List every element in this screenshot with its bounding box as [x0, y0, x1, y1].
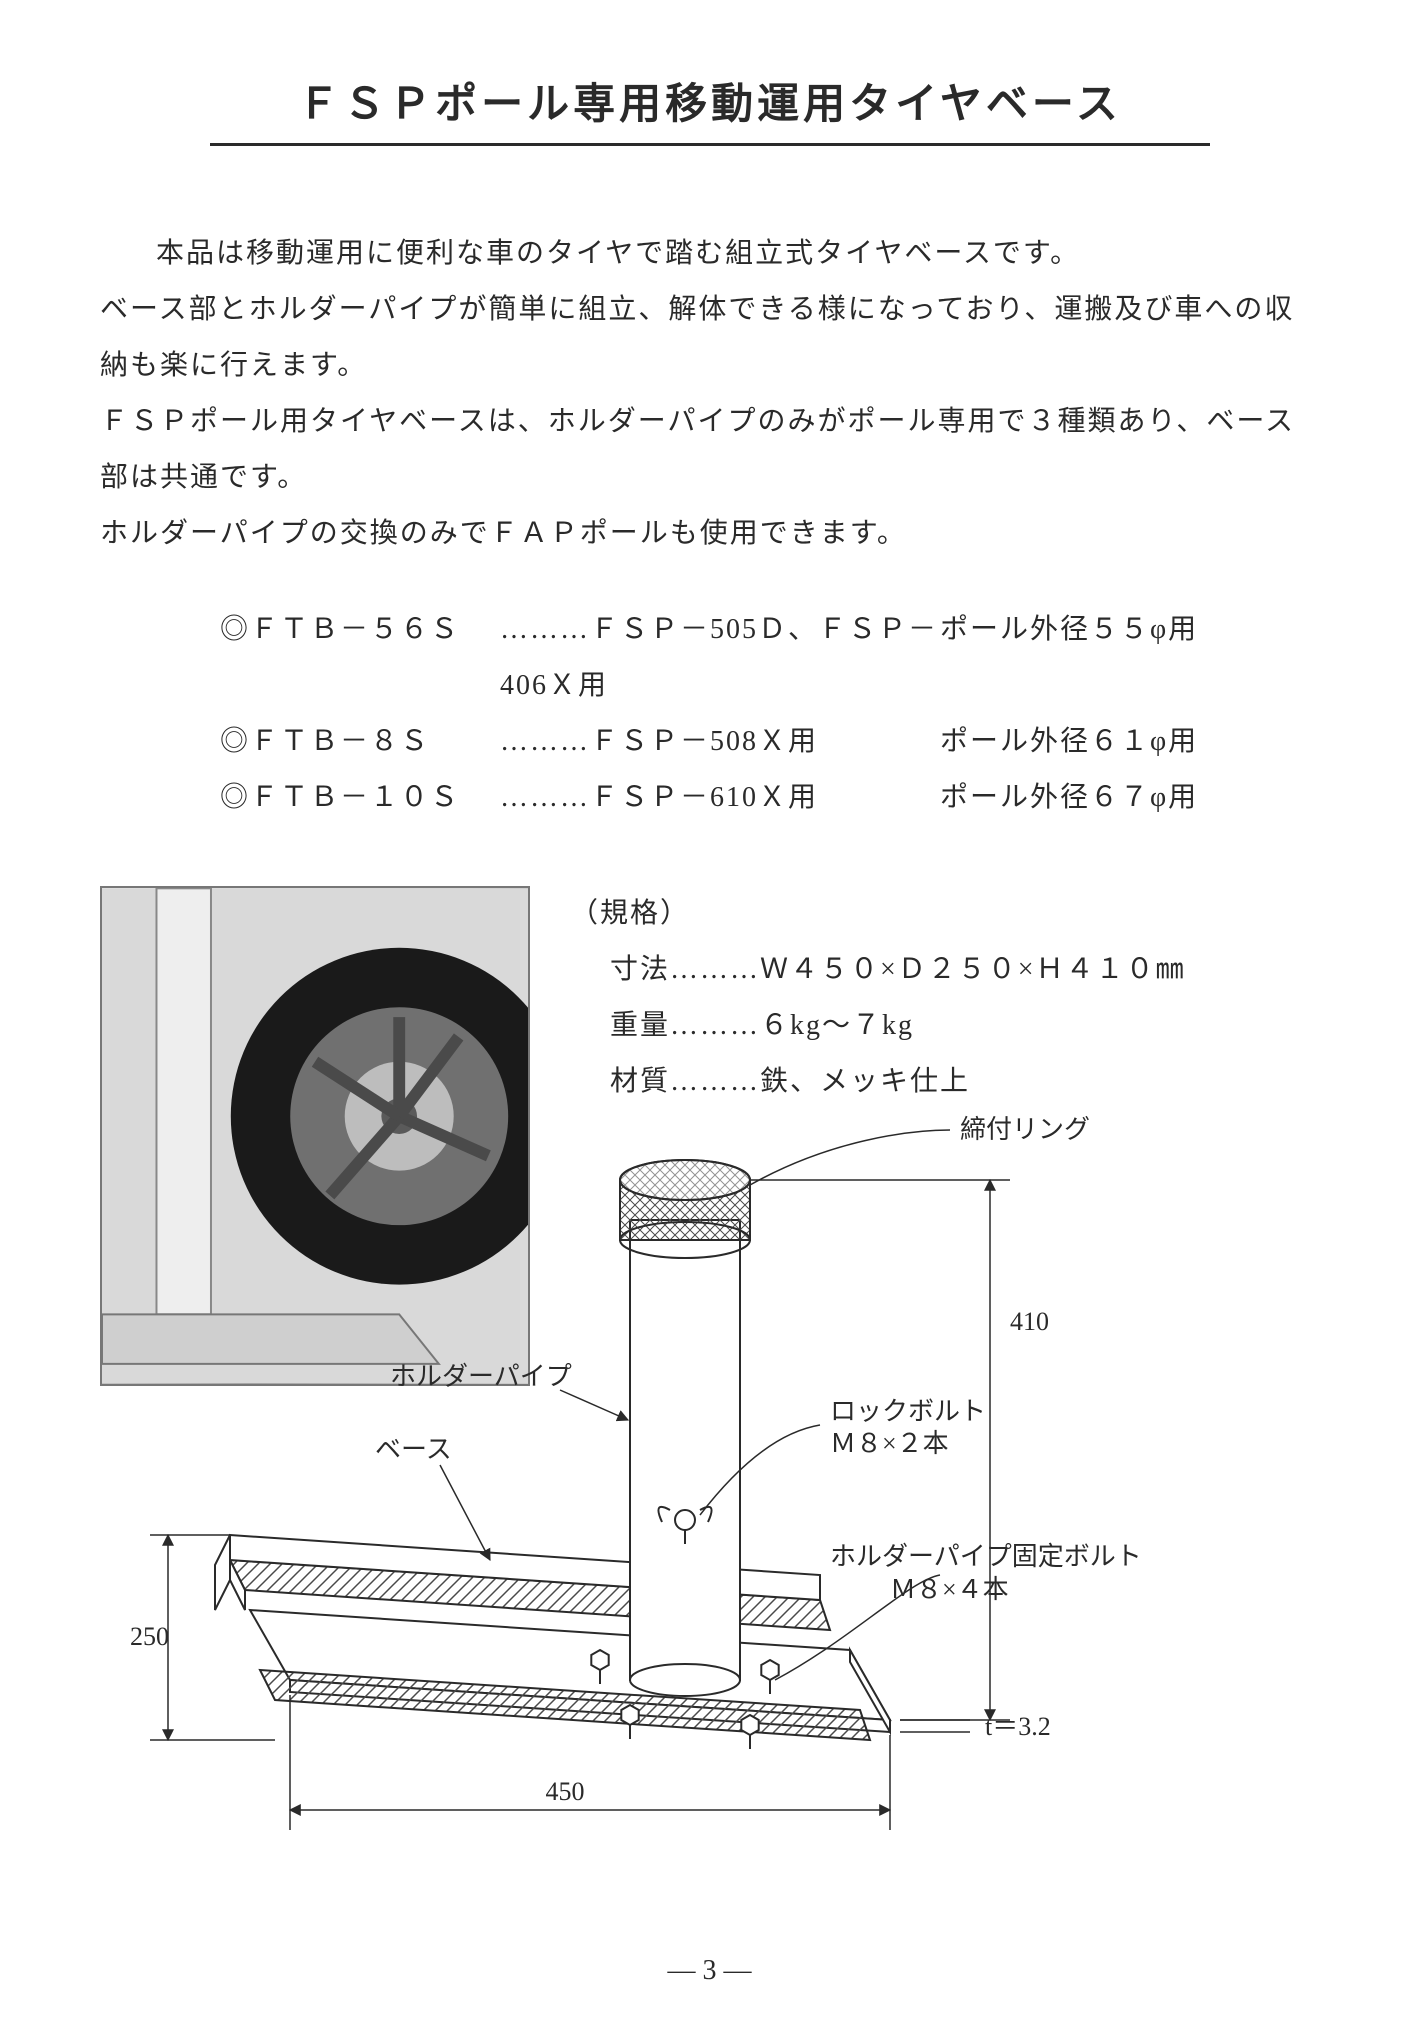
model-for: ………ＦＳＰ－505Ｄ、ＦＳＰ－406Ｘ用 [500, 602, 940, 714]
paragraph-4: ホルダーパイプの交換のみでＦＡＰポールも使用できます。 [100, 506, 1319, 562]
page-title: ＦＳＰポール専用移動運用タイヤベース [210, 70, 1210, 146]
spec-dim: 寸法………Ｗ４５０×Ｄ２５０×Ｈ４１０㎜ [610, 942, 1186, 998]
paragraph-1: 本品は移動運用に便利な車のタイヤで踏む組立式タイヤベースです。 [100, 226, 1319, 282]
model-diam: ポール外径５５φ用 [940, 602, 1198, 714]
dim-width: 450 [546, 1777, 585, 1806]
intro-text: 本品は移動運用に便利な車のタイヤで踏む組立式タイヤベースです。 ベース部とホルダ… [100, 226, 1319, 562]
model-row: ◎ＦＴＢ－８Ｓ ………ＦＳＰ－508Ｘ用 ポール外径６１φ用 [220, 714, 1319, 770]
paragraph-2: ベース部とホルダーパイプが簡単に組立、解体できる様になっており、運搬及び車への収… [100, 282, 1319, 394]
model-row: ◎ＦＴＢ－５６Ｓ ………ＦＳＰ－505Ｄ、ＦＳＰ－406Ｘ用 ポール外径５５φ用 [220, 602, 1319, 714]
model-code: ◎ＦＴＢ－５６Ｓ [220, 602, 500, 714]
diagram-svg: 締付リング ホルダーパイプ ベース ロックボルト Ｍ８×２本 ホルダーパイプ固定… [130, 1020, 1310, 1890]
model-for: ………ＦＳＰ－610Ｘ用 [500, 770, 940, 826]
label-lock-bolt-1: ロックボルト [830, 1397, 986, 1426]
label-fix-bolt-1: ホルダーパイプ固定ボルト [830, 1542, 1142, 1571]
label-fix-bolt-2: Ｍ８×４本 [890, 1575, 1009, 1604]
model-list: ◎ＦＴＢ－５６Ｓ ………ＦＳＰ－505Ｄ、ＦＳＰ－406Ｘ用 ポール外径５５φ用… [220, 602, 1319, 826]
label-base: ベース [375, 1435, 452, 1464]
model-diam: ポール外径６７φ用 [940, 770, 1198, 826]
label-ring: 締付リング [960, 1115, 1090, 1144]
technical-diagram: 締付リング ホルダーパイプ ベース ロックボルト Ｍ８×２本 ホルダーパイプ固定… [130, 1020, 1310, 1890]
model-code: ◎ＦＴＢ－８Ｓ [220, 714, 500, 770]
dim-depth: 250 [130, 1622, 169, 1651]
label-lock-bolt-2: Ｍ８×２本 [830, 1429, 949, 1458]
model-code: ◎ＦＴＢ－１０Ｓ [220, 770, 500, 826]
model-row: ◎ＦＴＢ－１０Ｓ ………ＦＳＰ－610Ｘ用 ポール外径６７φ用 [220, 770, 1319, 826]
page-number: ― 3 ― [0, 1955, 1419, 1987]
model-diam: ポール外径６１φ用 [940, 714, 1198, 770]
dim-height: 410 [1010, 1307, 1049, 1336]
spec-heading: （規格） [570, 886, 1186, 942]
dim-thickness: t＝3.2 [985, 1712, 1051, 1741]
paragraph-3: ＦＳＰポール用タイヤベースは、ホルダーパイプのみがポール専用で３種類あり、ベース… [100, 394, 1319, 506]
model-for: ………ＦＳＰ－508Ｘ用 [500, 714, 940, 770]
page: ＦＳＰポール専用移動運用タイヤベース 本品は移動運用に便利な車のタイヤで踏む組立… [0, 0, 1419, 2027]
label-holder-pipe: ホルダーパイプ [390, 1362, 572, 1391]
holder-pipe [620, 1160, 750, 1696]
